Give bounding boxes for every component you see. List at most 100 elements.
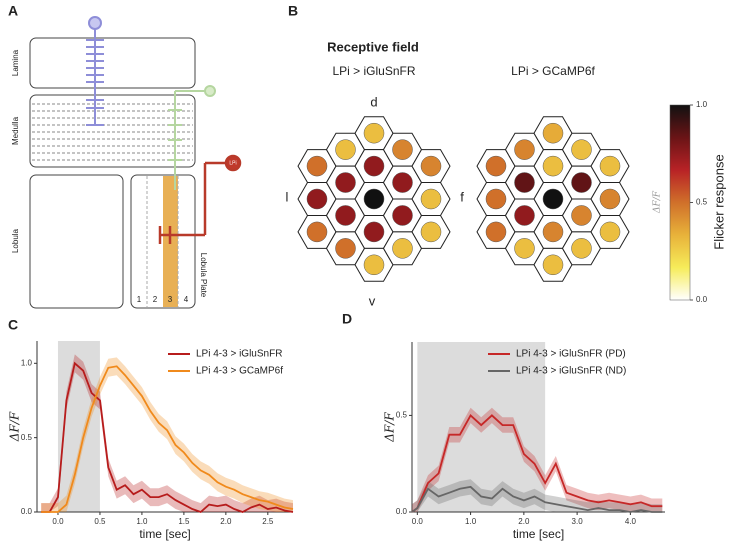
rf-dot [571,139,592,160]
rf-dot [514,238,535,259]
rf-dot [335,172,356,193]
rf-dot [335,238,356,259]
rf-dot [599,188,621,210]
series-line [41,361,294,514]
rf-dot [514,139,535,160]
y-axis-label: ΔF/F [8,411,22,442]
legend-label: LPi 4-3 > iGluSnFR (PD) [516,349,626,360]
x-axis-label: time [sec] [139,527,190,541]
medulla-neuron [168,85,216,190]
series-line [411,485,663,513]
colorbar-tick-label: 1.0 [696,100,708,109]
rf-dot [392,172,413,193]
rf-dot [335,139,356,160]
rf-dot [542,221,564,243]
x-tick-label: 0.5 [94,517,106,526]
rf-dot [485,188,507,210]
y-axis-label: ΔF/F [383,412,397,443]
x-axis-label: time [sec] [513,527,564,541]
y-tick-label: 0.5 [21,433,33,442]
rf-dot [363,155,385,177]
rf-dot [420,188,442,210]
region-label: Lamina [11,49,20,76]
rf-dot [306,188,328,210]
rf-dot [571,238,592,259]
y-tick-label: 0.0 [396,507,408,516]
rf-dot [485,221,507,243]
y-tick-label: 0.5 [396,411,408,420]
direction-label: d [370,94,377,109]
rf-title: Receptive field [327,39,419,54]
neuron-label: LPi [229,160,236,166]
colorbar-tick-label: 0.5 [696,198,708,207]
error-band [412,407,663,512]
rf-dot [542,188,564,210]
x-tick-label: 2.5 [262,517,274,526]
rf-dot [571,172,592,193]
panel-label: D [342,311,352,327]
rf-dot [392,139,413,160]
lamina-box [29,37,196,89]
rf-dot [363,188,385,210]
stimulus-shade [417,342,546,512]
rf-dot [599,155,621,177]
layer-label: 3 [168,295,173,304]
direction-label: v [369,293,376,308]
rf-dot [363,254,385,276]
region-label: Lobula Plate [199,253,208,298]
layer-label: 1 [137,295,142,304]
map-title: LPi > GCaMP6f [511,64,595,78]
rf-dot [392,238,413,259]
panel-label: C [8,317,18,333]
rf-dot [599,221,621,243]
rf-dot [392,205,413,226]
rf-dot [542,254,564,276]
series-line [41,365,294,513]
anatomy-diagram [29,16,242,309]
series-line [411,413,663,513]
rf-dot [514,172,535,193]
x-tick-label: 4.0 [625,517,637,526]
lobula-plate-box [130,174,196,309]
y-tick-label: 0.0 [21,507,33,516]
colorbar-tick-label: 0.0 [696,295,708,304]
rf-dot [306,155,328,177]
x-tick-label: 0.0 [52,517,64,526]
lamina-neuron [86,16,104,126]
x-tick-label: 1.0 [465,517,477,526]
colorbar [669,104,691,301]
region-label: Medulla [11,116,20,145]
region-label: Lobula [11,228,20,253]
medulla-layers [32,103,193,161]
legend-label: LPi 4-3 > iGluSnFR (ND) [516,366,626,377]
y-tick-label: 1.0 [21,358,33,367]
rf-dot [335,205,356,226]
lobula-box [29,174,124,309]
error-band [41,357,294,512]
rf-dot [571,205,592,226]
legend-label: LPi 4-3 > GCaMP6f [196,366,283,377]
x-tick-label: 1.0 [136,517,148,526]
lpi-neuron [158,154,242,244]
colorbar-unit: ΔF/F [653,190,663,214]
x-tick-label: 3.0 [572,517,584,526]
rf-dot [542,122,564,144]
rf-dot [420,221,442,243]
direction-label: f [460,189,464,204]
layer-label: 2 [153,295,158,304]
x-tick-label: 2.0 [518,517,530,526]
x-tick-label: 2.0 [220,517,232,526]
rf-dot [514,205,535,226]
map-title: LPi > iGluSnFR [332,64,415,78]
legend-label: LPi 4-3 > iGluSnFR [196,349,282,360]
rf-dot [485,155,507,177]
direction-label: l [286,189,289,204]
rf-dot [542,155,564,177]
layer-label: 4 [184,295,189,304]
rf-dot [306,221,328,243]
medulla-box [29,94,196,168]
colorbar-label: Flicker response [711,154,726,249]
error-band [412,479,663,512]
rf-dot [420,155,442,177]
